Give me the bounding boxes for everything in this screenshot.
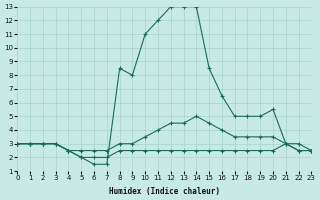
X-axis label: Humidex (Indice chaleur): Humidex (Indice chaleur) — [109, 187, 220, 196]
